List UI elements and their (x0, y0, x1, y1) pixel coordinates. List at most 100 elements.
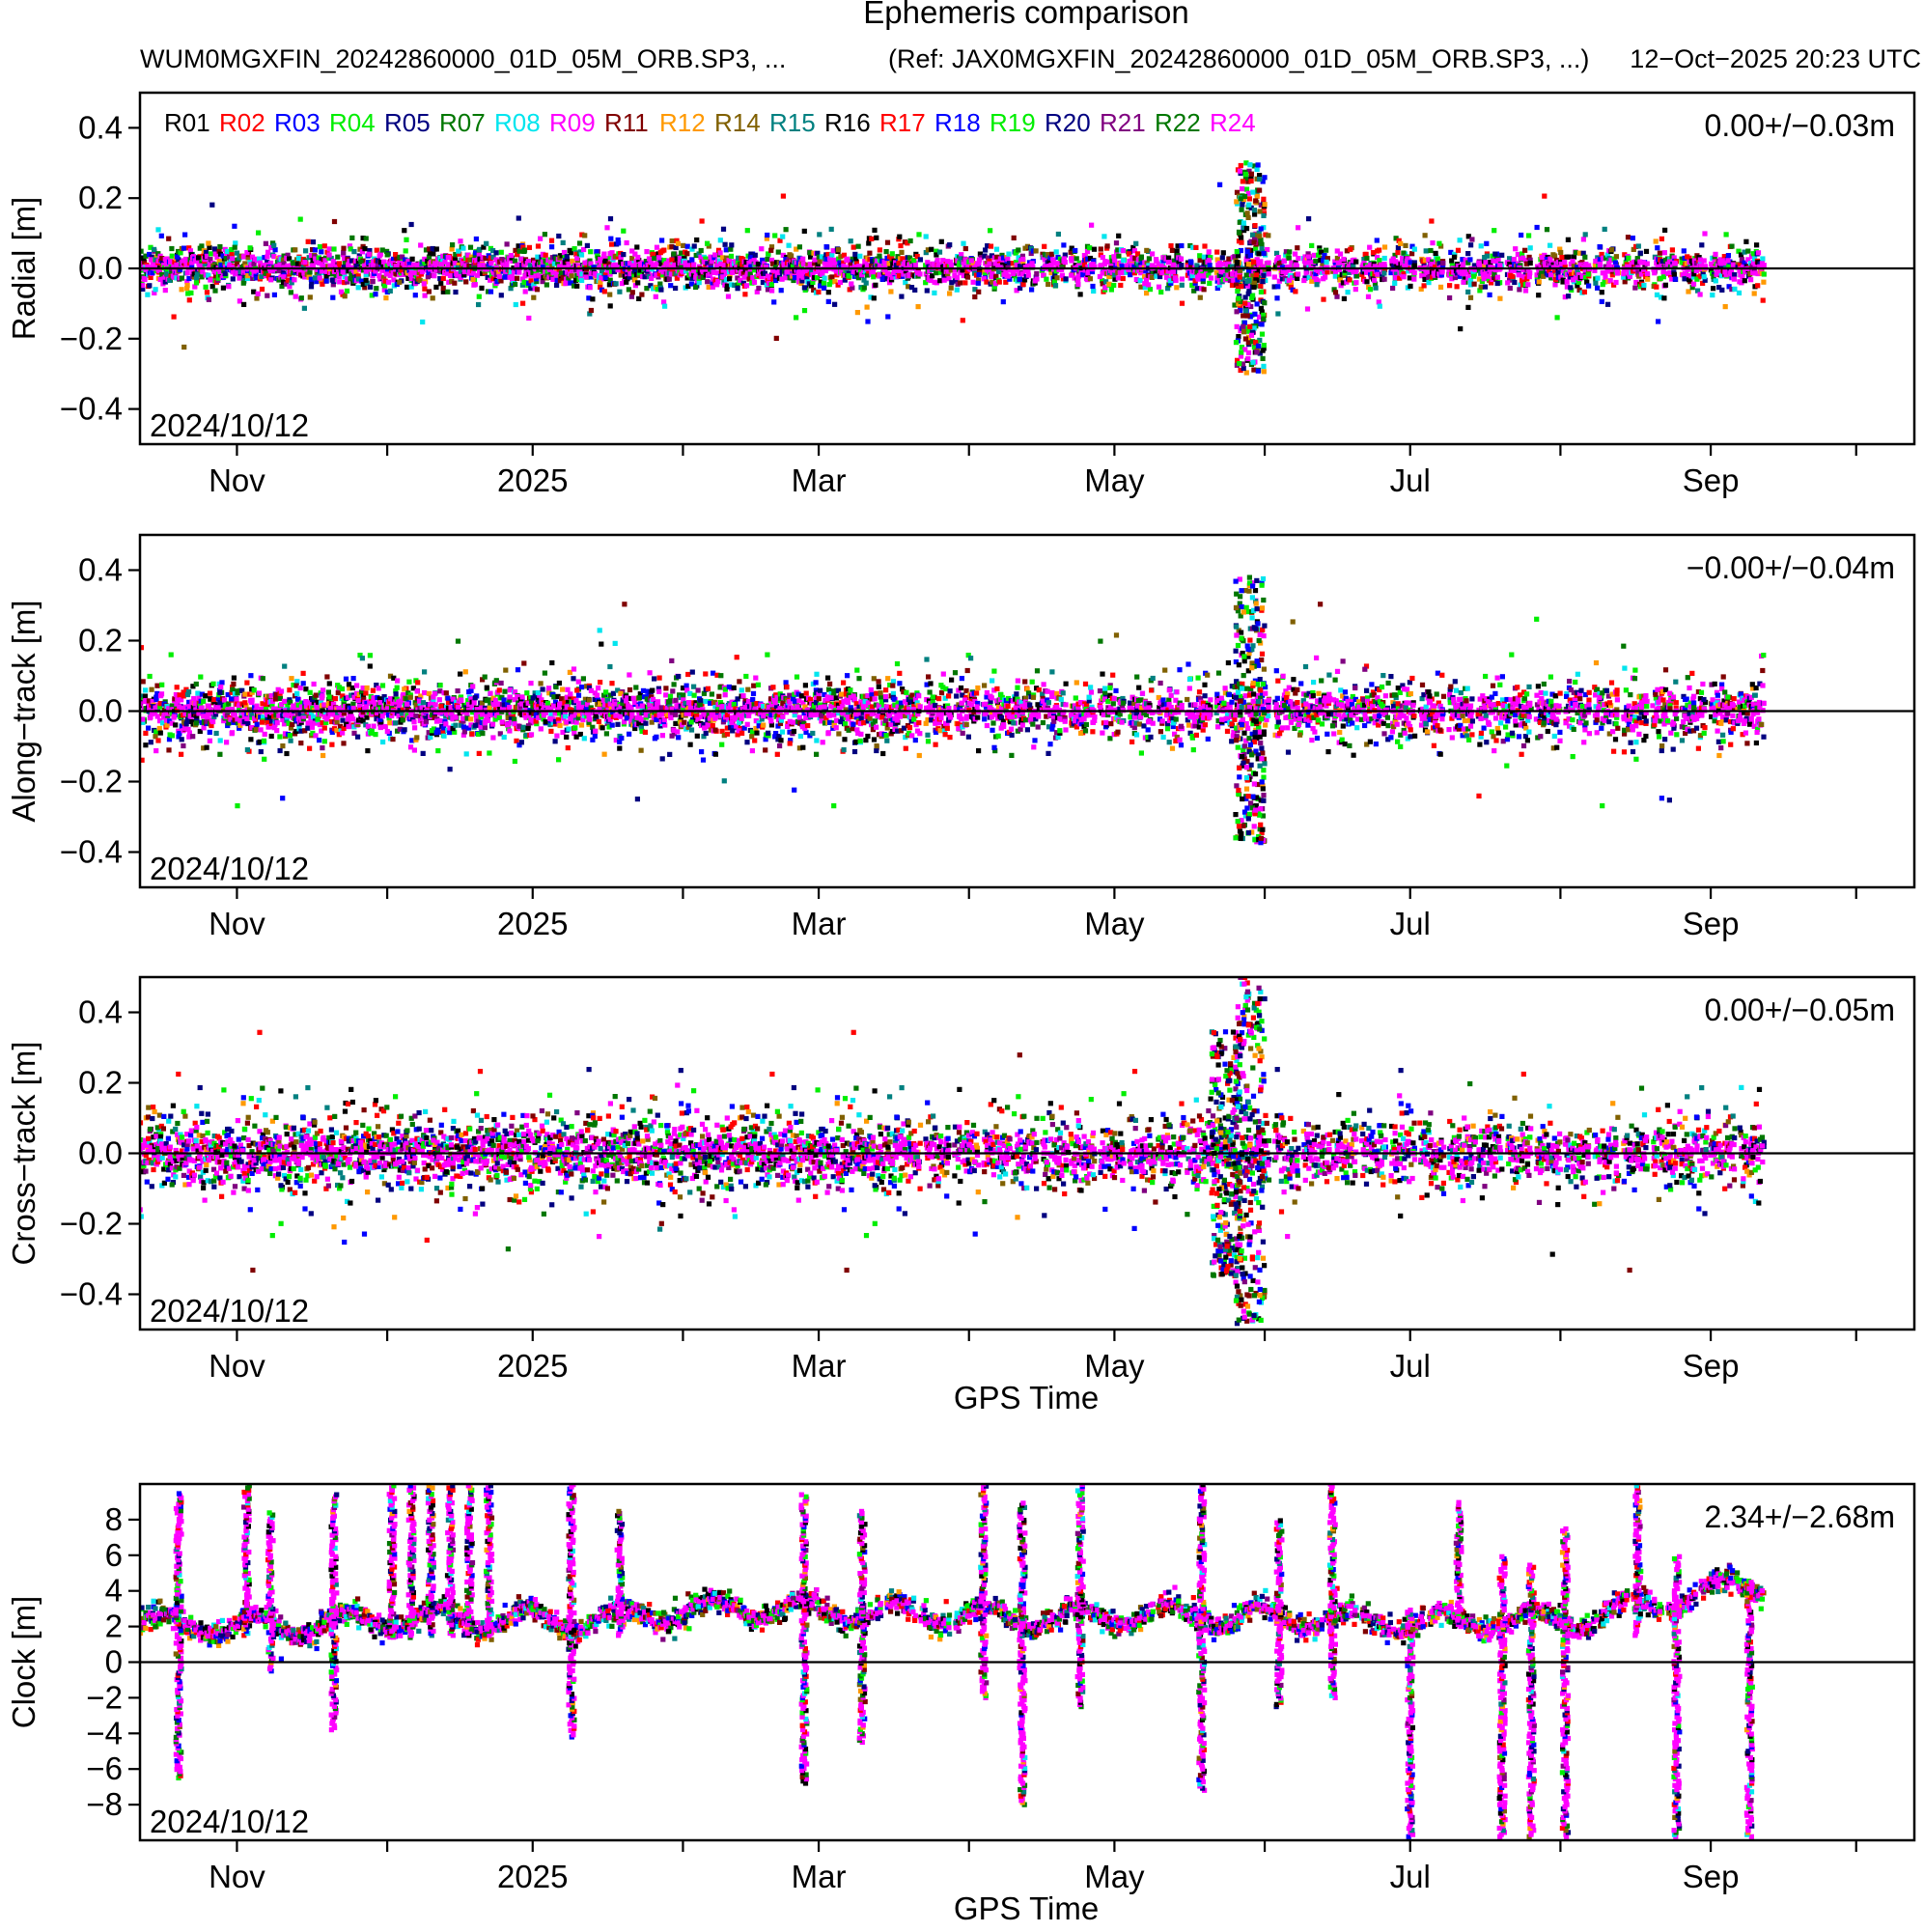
data-point (256, 230, 262, 236)
data-point (1258, 305, 1264, 311)
data-point (1364, 269, 1370, 275)
data-point (1396, 238, 1402, 243)
data-point (563, 281, 569, 287)
data-point (1542, 252, 1548, 258)
data-point (298, 295, 304, 301)
data-point (1165, 267, 1171, 273)
data-point (684, 275, 690, 281)
data-point (684, 243, 690, 249)
data-point (1644, 261, 1650, 266)
data-point (169, 253, 175, 259)
data-point (936, 249, 943, 255)
data-point (739, 256, 744, 262)
data-point (206, 296, 211, 302)
data-point (1341, 256, 1347, 263)
data-point (987, 261, 992, 266)
data-point (869, 236, 875, 241)
data-point (1388, 269, 1394, 276)
data-point (162, 279, 168, 285)
data-point (1000, 299, 1006, 305)
data-point (594, 249, 600, 255)
data-point (155, 227, 161, 233)
data-point (607, 255, 613, 261)
data-point (1153, 270, 1158, 276)
data-point (853, 259, 859, 266)
data-point (1595, 275, 1601, 281)
data-point (1411, 246, 1417, 252)
data-point (1723, 264, 1729, 269)
data-point (473, 250, 479, 256)
data-point (309, 279, 315, 286)
data-point (1100, 270, 1105, 276)
data-point (1527, 257, 1533, 263)
data-point (983, 272, 989, 278)
data-point (644, 249, 650, 255)
data-point (498, 293, 504, 298)
data-point (1239, 350, 1244, 355)
data-point (199, 274, 205, 280)
data-point (303, 248, 309, 254)
data-point (800, 256, 806, 262)
data-point (1656, 319, 1661, 324)
data-point (689, 275, 695, 281)
data-point (1395, 264, 1401, 269)
data-point (426, 289, 432, 294)
data-point (964, 268, 970, 274)
data-point (748, 259, 755, 265)
data-point (1165, 260, 1171, 266)
data-point (1526, 254, 1532, 260)
data-point (1252, 311, 1258, 317)
data-point (574, 283, 580, 289)
data-point (1017, 276, 1022, 282)
data-point (1134, 251, 1141, 257)
data-point (607, 292, 613, 297)
data-point (1131, 264, 1137, 269)
data-point (1701, 274, 1707, 280)
data-point (1402, 264, 1408, 269)
data-point (1197, 272, 1203, 278)
data-point (1638, 271, 1644, 277)
data-point (567, 247, 572, 253)
data-point (930, 273, 935, 279)
data-point (1251, 325, 1257, 331)
data-point (1438, 272, 1444, 278)
data-point (351, 249, 357, 255)
data-point (1241, 323, 1246, 329)
data-point (1324, 256, 1330, 262)
data-point (1652, 270, 1658, 276)
data-point (940, 258, 946, 264)
data-point (757, 270, 763, 277)
reference-filename: (Ref: JAX0MGXFIN_20242860000_01D_05M_ORB… (888, 44, 1589, 73)
data-point (689, 246, 695, 252)
data-point (1113, 240, 1120, 246)
data-point (947, 291, 953, 296)
data-point (1247, 252, 1253, 258)
data-point (525, 259, 531, 265)
data-point (712, 269, 718, 275)
data-point (1440, 261, 1446, 266)
data-point (152, 246, 157, 252)
data-point (425, 274, 431, 280)
data-point (1478, 243, 1484, 249)
data-point (260, 263, 265, 268)
data-point (578, 274, 584, 280)
data-point (1583, 262, 1589, 267)
data-point (846, 272, 851, 278)
data-point (1438, 243, 1444, 249)
data-point (212, 288, 218, 294)
data-point (937, 262, 943, 267)
data-point (677, 255, 683, 261)
data-point (778, 288, 784, 294)
data-point (374, 286, 379, 292)
data-point (1334, 294, 1340, 299)
data-point (771, 299, 777, 305)
data-point (1660, 274, 1666, 280)
data-point (1006, 261, 1013, 266)
data-point (1118, 282, 1124, 289)
data-point (1722, 304, 1728, 310)
data-point (1582, 254, 1588, 260)
data-point (316, 255, 321, 261)
data-point (485, 274, 490, 280)
data-point (506, 256, 512, 262)
data-point (187, 248, 193, 254)
